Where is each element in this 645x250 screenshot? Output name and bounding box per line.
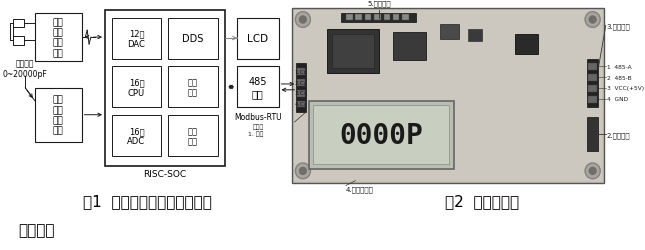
Bar	[587, 59, 599, 108]
Bar	[515, 35, 539, 54]
Bar	[35, 88, 81, 142]
Bar	[105, 11, 225, 166]
Text: 模块外观: 模块外观	[18, 222, 54, 237]
Bar	[332, 35, 374, 69]
Bar	[112, 116, 161, 156]
Text: 4.C₄: 4.C₄	[295, 102, 306, 106]
Circle shape	[585, 164, 600, 179]
Text: 图1  微电容测量模块原理框图: 图1 微电容测量模块原理框图	[83, 193, 212, 208]
Bar	[313, 106, 449, 164]
Text: 模拟
串口: 模拟 串口	[188, 78, 198, 97]
Circle shape	[295, 13, 310, 28]
Bar	[587, 118, 599, 152]
Bar	[346, 14, 353, 21]
Text: 12位
DAC: 12位 DAC	[128, 29, 145, 48]
Circle shape	[295, 164, 310, 179]
Bar	[168, 116, 217, 156]
Text: 系统
监控: 系统 监控	[188, 126, 198, 146]
Text: 待测电
1. 接口: 待测电 1. 接口	[248, 124, 264, 136]
Text: 5.测试接口: 5.测试接口	[367, 0, 391, 7]
Bar	[402, 14, 409, 21]
Bar	[13, 37, 25, 46]
Bar	[588, 96, 597, 103]
Text: 2  485-B: 2 485-B	[607, 75, 631, 80]
Bar	[355, 14, 362, 21]
Text: DDS: DDS	[182, 34, 203, 44]
Text: 待测电容
0~20000pF: 待测电容 0~20000pF	[3, 60, 48, 79]
Text: 4  GND: 4 GND	[607, 97, 628, 102]
Bar	[35, 14, 81, 62]
Text: RISC-SOC: RISC-SOC	[143, 170, 186, 178]
Bar	[393, 33, 426, 60]
Text: 3.C₃: 3.C₃	[295, 91, 306, 96]
Bar	[237, 67, 279, 108]
Bar	[341, 14, 417, 23]
Text: 图2  微电容测量: 图2 微电容测量	[445, 193, 519, 208]
Text: 485
接口: 485 接口	[248, 77, 267, 98]
Bar	[112, 18, 161, 59]
Text: 3  VCC(+5V): 3 VCC(+5V)	[607, 86, 644, 91]
Bar	[13, 20, 25, 28]
Bar	[365, 14, 372, 21]
Text: LCD: LCD	[247, 34, 268, 44]
Bar	[468, 30, 482, 42]
Circle shape	[299, 17, 306, 24]
Bar	[374, 14, 381, 21]
Text: 16位
CPU: 16位 CPU	[128, 78, 145, 97]
Text: 1  485-A: 1 485-A	[607, 64, 631, 70]
Text: 2.C₂: 2.C₂	[295, 80, 306, 85]
Text: 16位
ADC: 16位 ADC	[127, 126, 146, 146]
Bar	[297, 101, 305, 108]
Circle shape	[590, 17, 596, 24]
Bar	[237, 18, 279, 59]
Bar	[297, 80, 305, 86]
Bar	[588, 86, 597, 92]
Text: 2.电源接口: 2.电源接口	[607, 132, 630, 138]
Bar	[293, 11, 602, 181]
Bar	[297, 69, 305, 76]
Text: 引线
电容
控制
电路: 引线 电容 控制 电路	[53, 18, 63, 58]
Bar	[308, 101, 454, 169]
Text: 4.液晶显示器: 4.液晶显示器	[346, 186, 374, 192]
Bar	[168, 18, 217, 59]
Text: 容抗
电压
变换
电路: 容抗 电压 变换 电路	[53, 95, 63, 135]
Bar	[440, 25, 459, 40]
Bar	[588, 64, 597, 71]
Text: 0000P: 0000P	[339, 121, 423, 149]
Bar	[292, 9, 604, 183]
Bar	[112, 67, 161, 108]
Text: Modbus-RTU: Modbus-RTU	[234, 112, 282, 121]
Circle shape	[590, 168, 596, 175]
Bar	[327, 30, 379, 74]
Circle shape	[299, 168, 306, 175]
Bar	[168, 67, 217, 108]
Bar	[588, 75, 597, 82]
Bar	[297, 90, 305, 97]
Bar	[296, 64, 306, 113]
Text: 3.通讯接口: 3.通讯接口	[607, 23, 630, 30]
Text: 1.C₁: 1.C₁	[295, 70, 306, 74]
Bar	[384, 14, 390, 21]
Circle shape	[585, 13, 600, 28]
Bar	[393, 14, 399, 21]
